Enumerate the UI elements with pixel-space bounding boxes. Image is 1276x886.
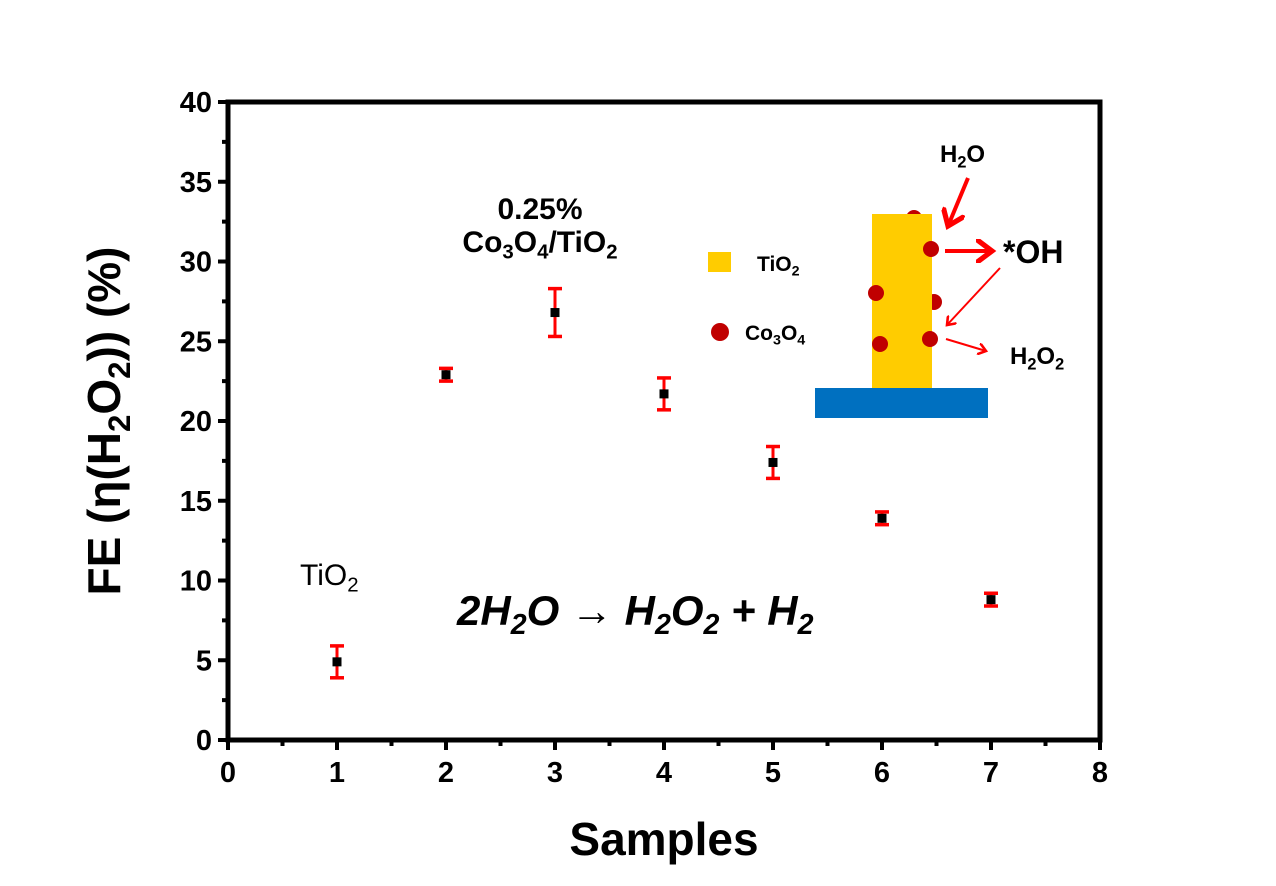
co3o4-particle	[923, 241, 939, 257]
x-tick-label: 5	[765, 757, 781, 789]
text-part: O → H	[527, 587, 657, 634]
subscript: 2	[102, 415, 137, 432]
subscript: 2	[703, 609, 720, 641]
annotation-loading: 0.25%	[497, 193, 582, 226]
point-marker	[877, 513, 887, 523]
x-tick-label: 7	[983, 757, 999, 789]
oh-return-arrow	[947, 267, 1001, 325]
point-marker	[441, 370, 451, 380]
subscript: 3	[502, 242, 513, 264]
legend-co3o4-swatch	[711, 323, 729, 341]
legend-tio2-label: TiO2	[757, 253, 800, 280]
subscript: 2	[1027, 355, 1036, 373]
subscript: 2	[102, 361, 137, 378]
subscript: 2	[797, 609, 814, 641]
co3o4-particle	[872, 336, 888, 352]
plot-frame	[225, 99, 1103, 743]
x-tick-label: 8	[1092, 757, 1108, 789]
text-part: 2H	[456, 587, 512, 634]
h2o2-arrow	[945, 338, 986, 351]
data-point	[984, 591, 998, 608]
y-tick-label: 25	[180, 326, 212, 358]
text-part: + H	[719, 587, 799, 634]
text-part: O	[781, 322, 797, 345]
x-tick-label: 2	[438, 757, 454, 789]
h2o-label: H2O	[940, 141, 985, 171]
y-axis-label: FE (η(H2O2)) (%)	[78, 246, 137, 595]
subscript: 4	[797, 333, 805, 349]
data-point	[548, 286, 562, 339]
legend-co3o4-label: Co3O4	[745, 322, 805, 349]
text-part: TiO	[757, 253, 792, 276]
text-part: )) (%)	[78, 246, 130, 361]
subscript: 2	[957, 153, 966, 171]
text-part: /TiO	[548, 226, 606, 259]
y-tick-label: 40	[180, 87, 212, 119]
data-point	[439, 366, 453, 383]
subscript: 2	[606, 242, 617, 264]
text-part: O	[671, 587, 704, 634]
text-part: O	[966, 141, 985, 168]
text-part: *OH	[1003, 234, 1063, 270]
y-tick-label: 5	[196, 645, 212, 677]
h2o2-label: H2O2	[1010, 343, 1064, 373]
annotation-tio2: TiO2	[300, 559, 359, 597]
subscript: 2	[510, 609, 527, 641]
text-part: Co	[462, 226, 502, 259]
subscript: 3	[773, 333, 781, 349]
text-part: TiO	[300, 559, 347, 592]
subscript: 2	[347, 575, 358, 597]
text-part: H	[940, 141, 957, 168]
y-tick-label: 30	[180, 247, 212, 279]
data-point	[657, 376, 671, 412]
data-point	[766, 444, 780, 481]
text-part: FE (η(H	[78, 432, 130, 596]
point-marker	[659, 389, 669, 399]
point-marker	[768, 457, 778, 467]
x-tick-label: 3	[547, 757, 563, 789]
data-point	[330, 644, 344, 680]
text-part: O	[78, 379, 130, 415]
legend-tio2-swatch	[708, 252, 731, 272]
data-point	[875, 510, 889, 527]
subscript: 2	[654, 609, 671, 641]
x-tick-label: 4	[656, 757, 672, 789]
point-marker	[550, 308, 560, 318]
text-part: O	[1036, 343, 1055, 370]
x-tick-label: 1	[329, 757, 345, 789]
subscript: 2	[1055, 355, 1064, 373]
oh-label: *OH	[1003, 234, 1063, 270]
subscript: 2	[792, 264, 800, 280]
text-part: O	[514, 226, 537, 259]
co3o4-particle	[868, 285, 884, 301]
x-tick-label: 0	[220, 757, 236, 789]
text-part: H	[1010, 343, 1027, 370]
text-part: 0.25%	[497, 193, 582, 226]
reaction-equation: 2H2O → H2O2 + H2	[456, 587, 814, 641]
text-part: Co	[745, 322, 773, 345]
annotation-co3o4-tio2: Co3O4/TiO2	[462, 226, 617, 264]
x-tick-label: 6	[874, 757, 890, 789]
point-marker	[332, 657, 342, 667]
y-tick-label: 0	[196, 725, 212, 757]
h2o-arrow	[948, 177, 970, 226]
substrate	[815, 388, 988, 418]
y-tick-label: 20	[180, 406, 212, 438]
y-tick-label: 10	[180, 566, 212, 598]
point-marker	[986, 595, 996, 605]
data-points	[330, 286, 998, 680]
subscript: 4	[537, 242, 549, 264]
y-tick-label: 15	[180, 486, 212, 518]
tio2-nanorod	[872, 214, 932, 388]
x-axis-label: Samples	[569, 813, 758, 865]
co3o4-particle	[922, 331, 938, 347]
y-tick-label: 35	[180, 167, 212, 199]
